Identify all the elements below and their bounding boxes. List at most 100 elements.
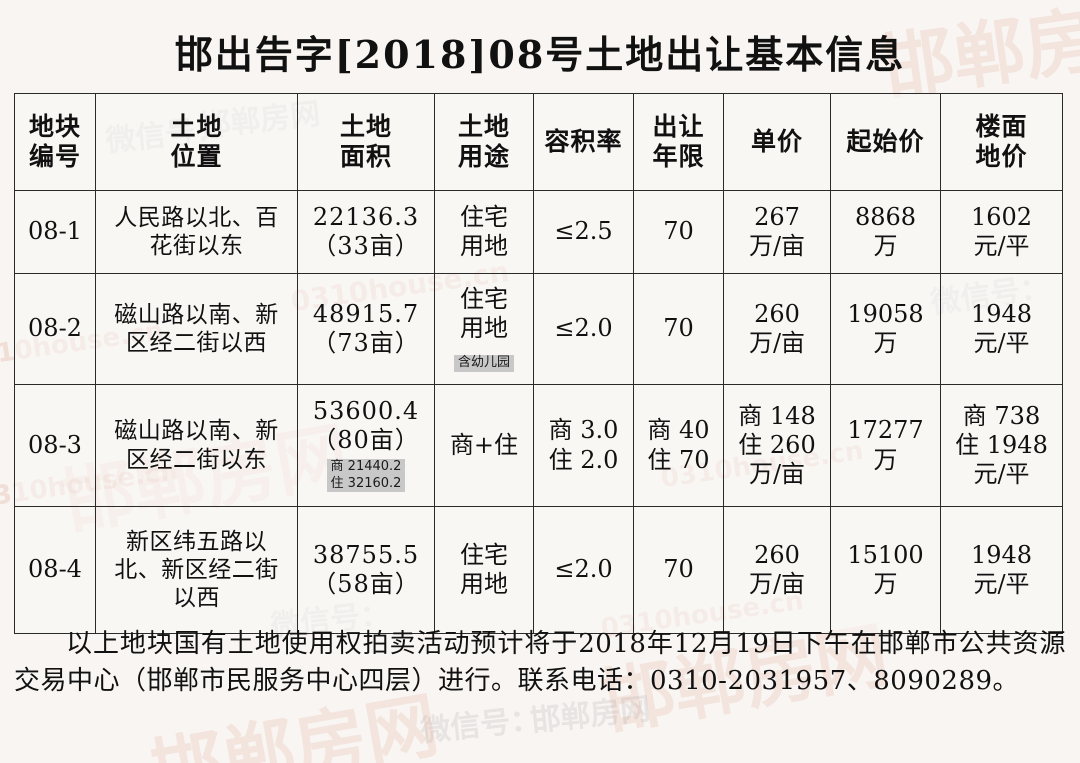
cell-line: 住 70: [647, 445, 710, 474]
cell-line: 用地: [460, 232, 508, 260]
table-header-row: 地块 编号 土地 位置 土地 面积 土地 用途 容积率 出让 年限 单价 起始价 楼面 地价: [14, 93, 1063, 191]
cell-parcel-number: 08-1: [14, 190, 96, 274]
column-header-land-use: 土地 用途: [434, 93, 534, 191]
cell-line: 住宅: [460, 540, 508, 569]
column-header-land-location: 土地 位置: [95, 93, 298, 191]
cell-line: （58亩）: [312, 570, 420, 598]
column-header-line: 编号: [28, 142, 81, 171]
cell-land-area: 53600.4 （80亩） 商 21440.2 住 32160.2: [297, 384, 435, 507]
cell-land-use: 住宅 用地: [434, 506, 534, 634]
table-body: 08-1 人民路以北、百 花街以东 22136.3 （33亩） 住宅 用地 ≤2.5 70 267…: [14, 190, 1063, 634]
cell-line: 万/亩: [748, 460, 806, 489]
cell-line: 70: [663, 314, 694, 343]
cell-line: 商 738: [962, 401, 1041, 430]
cell-floor-land-price: 商 738 住 1948 元/平: [940, 384, 1063, 507]
cell-line: ≤2.0: [554, 555, 613, 584]
cell-line: 用地: [460, 570, 508, 598]
cell-line: 以西: [173, 585, 220, 612]
cell-line: 用地: [460, 314, 508, 343]
cell-line: 商 148: [738, 401, 816, 430]
column-header-floor-land-price: 楼面 地价: [940, 93, 1063, 191]
cell-line: 1602: [970, 202, 1033, 231]
column-header-transfer-term: 出让 年限: [633, 93, 724, 191]
cell-land-area: 22136.3 （33亩）: [297, 190, 435, 274]
cell-line: 北、新区经二街: [114, 556, 279, 583]
column-header-line: 年限: [652, 142, 705, 171]
cell-line: 08-1: [28, 217, 82, 246]
cell-line: 267: [754, 202, 800, 231]
column-header-line: 起始价: [846, 126, 925, 156]
cell-line: 区经二街以西: [126, 330, 267, 356]
cell-land-location: 新区纬五路以 北、新区经二街 以西: [95, 506, 298, 634]
cell-line: 人民路以北、百: [114, 204, 279, 231]
cell-parcel-number: 08-3: [14, 384, 96, 507]
cell-floor-land-price: 1948 元/平: [940, 273, 1063, 385]
cell-note-line: 住 32160.2: [330, 475, 402, 491]
column-header-starting-price: 起始价: [830, 93, 941, 191]
cell-line: 260: [754, 299, 800, 328]
column-header-line: 地价: [975, 142, 1028, 171]
cell-line: 磁山路以南、新: [114, 301, 279, 328]
cell-floor-area-ratio: ≤2.5: [533, 190, 634, 274]
cell-line: 新区纬五路以: [126, 528, 267, 555]
page-title: 邯出告字[2018]08号土地出让基本信息: [174, 32, 906, 77]
cell-floor-land-price: 1602 元/平: [940, 190, 1063, 274]
cell-line: （73亩）: [312, 329, 420, 357]
cell-starting-price: 19058 万: [830, 273, 941, 385]
cell-line: 70: [663, 555, 694, 584]
column-header-line: 土地: [457, 111, 510, 141]
column-header-line: 出让: [652, 111, 705, 141]
column-header-unit-price: 单价: [723, 93, 831, 191]
cell-line: 商 40: [647, 416, 710, 445]
column-header-floor-area-ratio: 容积率: [533, 93, 634, 191]
table-header: 地块 编号 土地 位置 土地 面积 土地 用途 容积率 出让 年限 单价 起始价 楼面 地价: [14, 93, 1063, 191]
cell-transfer-term: 商 40 住 70: [633, 384, 724, 507]
cell-line: 住宅: [460, 285, 508, 314]
cell-land-area: 38755.5 （58亩）: [297, 506, 435, 634]
cell-note-line: 商 21440.2: [330, 458, 402, 474]
cell-land-use: 商+住: [434, 384, 534, 507]
cell-floor-area-ratio: ≤2.0: [533, 273, 634, 385]
column-header-line: 单价: [750, 126, 803, 156]
footer-paragraph: 以上地块国有土地使用权拍卖活动预计将于2018年12月19日下午在邯郸市公共资源…: [14, 629, 1066, 696]
cell-floor-area-ratio: 商 3.0 住 2.0: [533, 384, 634, 507]
cell-note-line: 含幼儿园: [457, 354, 510, 370]
cell-line: 元/平: [973, 232, 1030, 260]
cell-line: 万: [873, 232, 898, 260]
column-header-land-area: 土地 面积: [297, 93, 435, 191]
cell-unit-price: 260 万/亩: [723, 506, 831, 634]
cell-line: 08-3: [28, 430, 82, 459]
cell-line: 元/平: [973, 460, 1030, 489]
cell-floor-land-price: 1948 元/平: [940, 506, 1063, 634]
column-header-line: 位置: [170, 142, 223, 171]
cell-line: 17277: [847, 416, 924, 445]
land-transfer-table: 地块 编号 土地 位置 土地 面积 土地 用途 容积率 出让 年限 单价 起始价 楼面 地价 08-1 人民路…: [14, 93, 1063, 634]
cell-floor-area-ratio: ≤2.0: [533, 506, 634, 634]
cell-line: 260: [754, 540, 800, 569]
cell-line: 花街以东: [149, 233, 244, 259]
cell-starting-price: 8868 万: [830, 190, 941, 274]
cell-line: 住 2.0: [548, 445, 619, 474]
cell-parcel-number: 08-2: [14, 273, 96, 385]
column-header-line: 土地: [339, 111, 392, 141]
cell-line: 22136.3: [312, 202, 420, 231]
cell-starting-price: 17277 万: [830, 384, 941, 507]
cell-line: 区经二街以东: [126, 446, 267, 473]
cell-line: 万: [873, 445, 898, 474]
cell-line: 08-2: [28, 314, 82, 343]
cell-line: 万/亩: [748, 570, 806, 598]
column-header-line: 容积率: [544, 126, 623, 156]
cell-line: 磁山路以南、新: [114, 418, 279, 445]
cell-line: 商+住: [449, 430, 519, 459]
cell-land-location: 人民路以北、百 花街以东: [95, 190, 298, 274]
cell-line: 万/亩: [748, 329, 806, 357]
table-row: 08-2 磁山路以南、新 区经二街以西 48915.7 （73亩） 住宅 用地 含幼儿园 ≤2.…: [14, 273, 1063, 385]
cell-line: 元/平: [973, 329, 1030, 357]
cell-unit-price: 267 万/亩: [723, 190, 831, 274]
cell-unit-price: 260 万/亩: [723, 273, 831, 385]
cell-line: 万: [873, 570, 898, 598]
cell-transfer-term: 70: [633, 273, 724, 385]
cell-parcel-number: 08-4: [14, 506, 96, 634]
cell-line: 15100: [847, 540, 924, 569]
cell-line: 万: [873, 329, 898, 357]
